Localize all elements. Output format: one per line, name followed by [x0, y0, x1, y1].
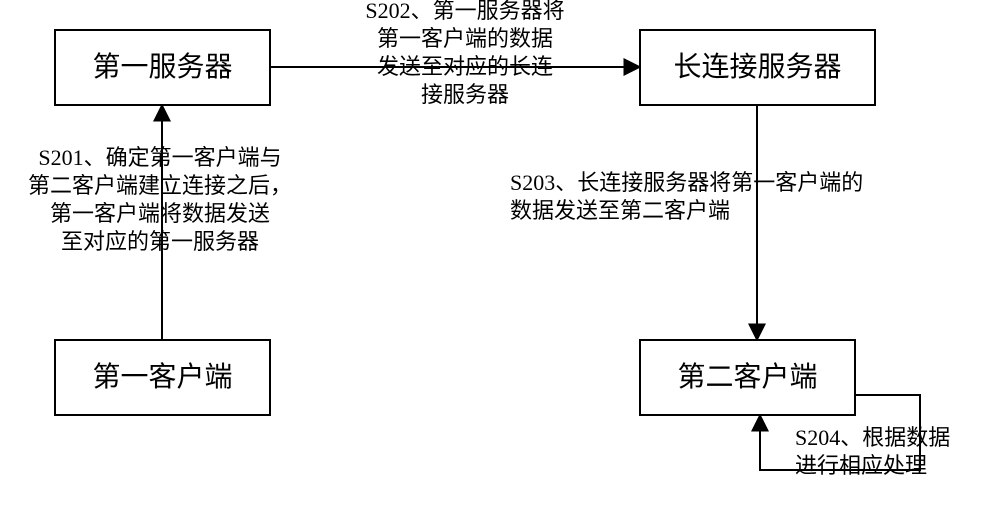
flow-label-line: 至对应的第一服务器	[61, 229, 259, 254]
flow-node-n2: 长连接服务器	[640, 30, 875, 105]
flow-node-n3: 第一客户端	[55, 340, 270, 415]
flow-node-n4: 第二客户端	[640, 340, 855, 415]
flow-label-line: 数据发送至第二客户端	[510, 198, 730, 223]
flow-label-l4: S204、根据数据进行相应处理	[795, 425, 950, 478]
flow-node-label: 第一客户端	[92, 361, 232, 393]
flow-label-line: 接服务器	[421, 82, 509, 107]
flow-label-line: 第一客户端的数据	[377, 26, 553, 51]
flow-label-line: 第一客户端将数据发送	[50, 201, 270, 226]
flow-label-line: 发送至对应的长连	[377, 54, 553, 79]
flow-node-label: 第二客户端	[677, 361, 817, 393]
flow-label-line: S203、长连接服务器将第一客户端的	[510, 170, 863, 195]
flow-node-n1: 第一服务器	[55, 30, 270, 105]
flowchart-canvas: 第一服务器 长连接服务器第一客户端 第二客户端 S201、确定第一客户端与第二客户端…	[0, 0, 1000, 514]
flow-label-l3: S203、长连接服务器将第一客户端的数据发送至第二客户端	[510, 170, 863, 223]
flow-label-line: S204、根据数据	[795, 425, 950, 450]
flow-label-line: S202、第一服务器将	[365, 0, 564, 23]
flow-label-line: 第二客户端建立连接之后，	[28, 173, 292, 198]
flow-label-line: S201、确定第一客户端与	[38, 145, 281, 170]
flow-label-l2: S202、第一服务器将第一客户端的数据发送至对应的长连接服务器	[365, 0, 564, 107]
flow-node-label: 长连接服务器	[673, 51, 841, 83]
flow-node-label: 第一服务器	[92, 51, 232, 83]
flow-label-l1: S201、确定第一客户端与第二客户端建立连接之后， 第一客户端将数据发送至对应的第…	[28, 145, 292, 254]
flow-label-line: 进行相应处理	[795, 453, 927, 478]
